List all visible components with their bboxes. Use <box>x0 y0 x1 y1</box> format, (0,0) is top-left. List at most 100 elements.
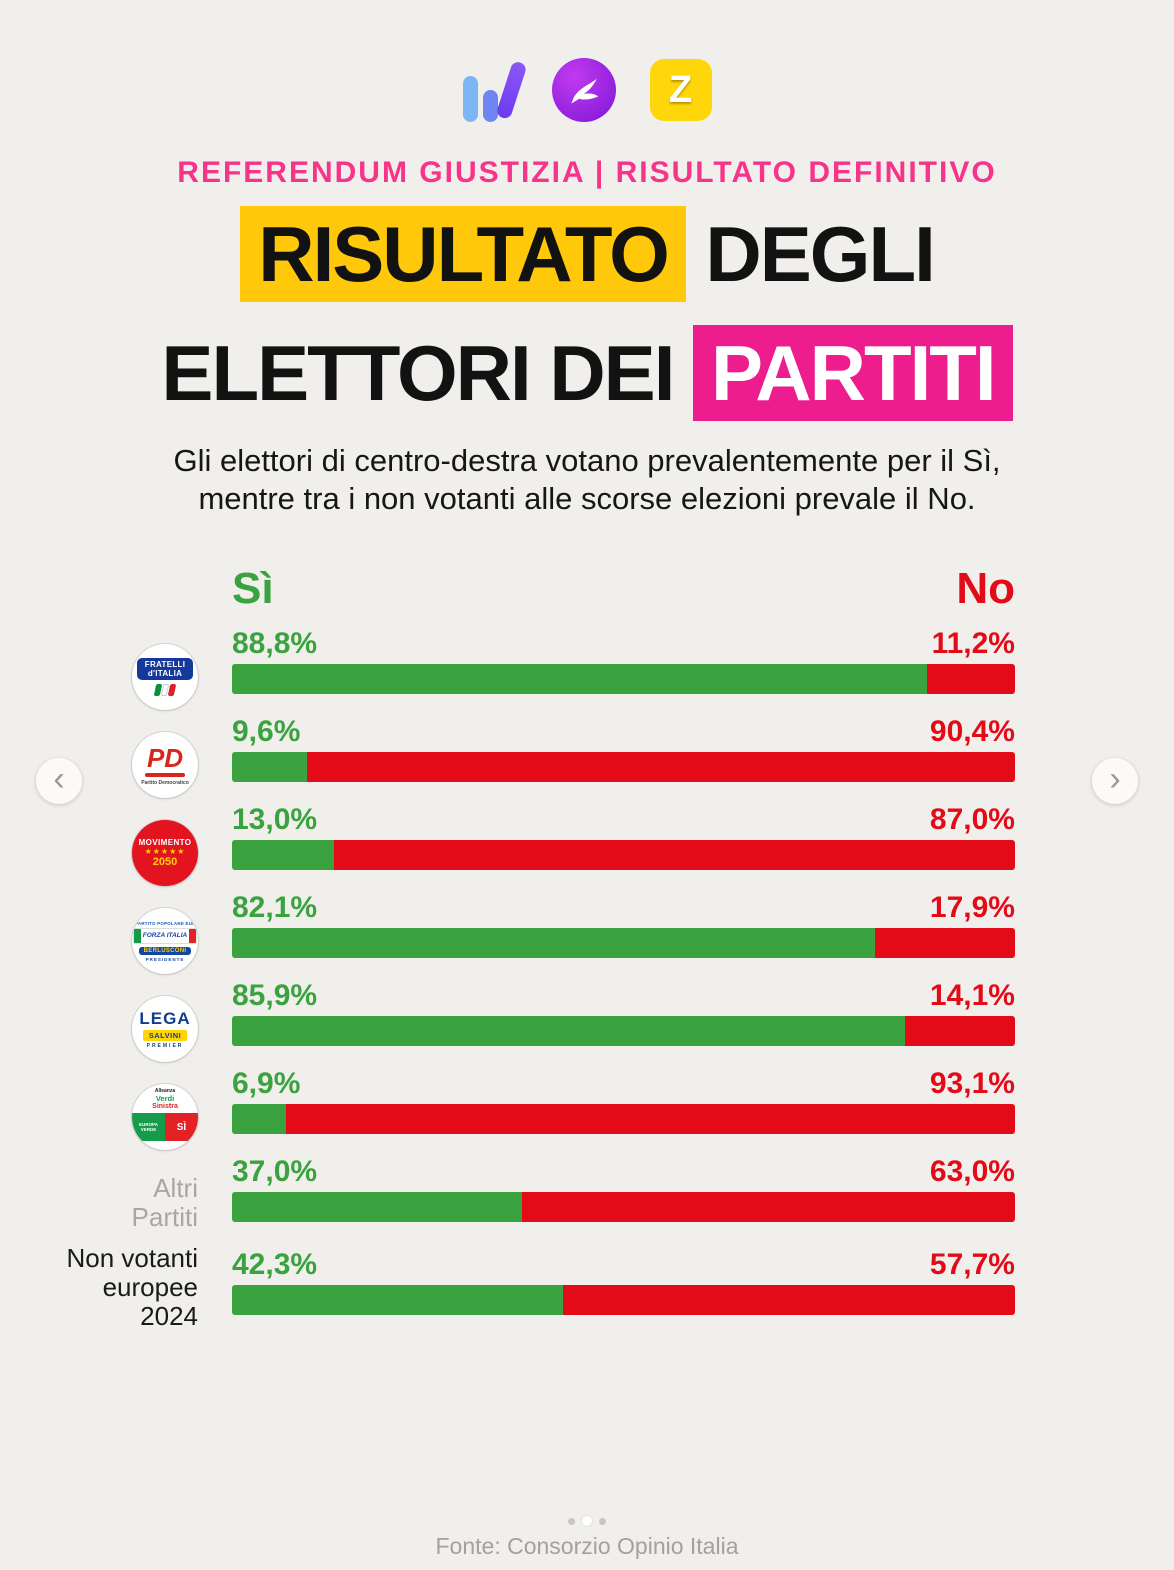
si-percent-label: 85,9% <box>232 979 318 1012</box>
bar-no-segment <box>307 752 1015 782</box>
no-percent-label: 57,7% <box>929 1248 1015 1282</box>
tricolor-flame-icon <box>153 684 177 696</box>
bar-si-segment <box>232 928 875 958</box>
fdi-logo-text1: FRATELLI <box>144 660 186 669</box>
subtitle: Gli elettori di centro-destra votano pre… <box>0 442 1174 518</box>
chevron-left-icon: ‹ <box>53 759 65 798</box>
no-percent-label: 90,4% <box>929 715 1015 748</box>
headline-highlight-yellow: RISULTATO <box>240 206 686 302</box>
bar-no-segment <box>286 1104 1015 1134</box>
fdi-logo-text2: d'ITALIA <box>147 669 183 678</box>
stacked-bar <box>232 840 1015 870</box>
chart-row-forza-italia: PARTITO POPOLARE EUROPEO FORZA ITALIA BE… <box>62 892 1015 980</box>
party-logo-forza-italia: PARTITO POPOLARE EUROPEO FORZA ITALIA BE… <box>132 908 198 974</box>
chart-row-m5s: MOVIMENTO ★★★★★ 2050 13,0% 87,0% <box>62 804 1015 892</box>
avs-logo-bottom: EUROPA VERDE SÌ <box>132 1113 198 1142</box>
pd-underline <box>145 772 185 777</box>
lega-logo-text: LEGA <box>139 1008 191 1028</box>
bar-si-segment <box>232 1192 522 1222</box>
stacked-bar <box>232 1192 1015 1222</box>
carousel-dots <box>0 1516 1174 1526</box>
bar-no-segment <box>904 1016 1015 1046</box>
chevron-right-icon: › <box>1109 759 1121 798</box>
prev-slide-button[interactable]: ‹ <box>36 758 82 804</box>
z-logo-letter: Z <box>668 68 693 111</box>
no-percent-label: 63,0% <box>929 1155 1015 1188</box>
bar-no-segment <box>333 840 1015 870</box>
subtitle-line1: Gli elettori di centro-destra votano pre… <box>173 443 1001 479</box>
no-percent-label: 11,2% <box>931 627 1015 660</box>
si-percent-label: 37,0% <box>232 1155 318 1188</box>
will-media-logo-icon <box>462 58 528 122</box>
si-percent-label: 88,8% <box>232 627 318 660</box>
z-logo-icon: Z <box>649 59 712 121</box>
chart-row-fratelli-ditalia: FRATELLI d'ITALIA 88,8% 11,2% <box>62 628 1015 716</box>
eyebrow-kicker: REFERENDUM GIUSTIZIA | RISULTATO DEFINIT… <box>177 156 997 189</box>
bar-no-segment <box>563 1285 1015 1316</box>
row-label-altri-partiti: Altri Partiti <box>131 1172 198 1238</box>
chart-row-avs: Alleanza Verdi Sinistra EUROPA VERDE SÌ … <box>62 1068 1015 1156</box>
party-logo-m5s: MOVIMENTO ★★★★★ 2050 <box>132 820 198 886</box>
carousel-dot[interactable] <box>599 1517 606 1525</box>
stacked-bar <box>232 1104 1015 1134</box>
bar-si-segment <box>232 664 928 694</box>
m5s-logo-text: MOVIMENTO <box>138 837 192 847</box>
avs-si-sinistra: SÌ <box>165 1113 198 1142</box>
five-stars-icon: ★★★★★ <box>144 846 186 856</box>
bar-si-segment <box>232 1104 287 1134</box>
headline-line1: RISULTATO DEGLI <box>0 200 1174 309</box>
nonvotanti-line1: Non votanti <box>66 1243 198 1273</box>
avs-europa-verde: EUROPA VERDE <box>132 1113 165 1142</box>
bar-si-segment <box>232 840 334 870</box>
carousel-dot[interactable] <box>568 1517 575 1525</box>
altri-line2: Partiti <box>131 1201 198 1232</box>
no-percent-label: 87,0% <box>929 803 1015 836</box>
row-label-non-votanti: Non votanti europee 2024 <box>66 1243 198 1332</box>
next-slide-button[interactable]: › <box>1092 758 1138 804</box>
pd-logo-subtext: Partito Democratico <box>141 779 189 786</box>
lega-logo-band: SALVINI <box>142 1029 188 1041</box>
chart-row-lega: LEGA SALVINI PREMIER 85,9% 14,1% <box>62 980 1015 1068</box>
m5s-logo-year: 2050 <box>152 856 178 869</box>
headline-highlight-magenta: PARTITI <box>693 325 1013 422</box>
chart-column-headers: Sì No <box>232 564 1015 614</box>
stacked-bar <box>232 1285 1015 1316</box>
column-header-no: No <box>956 564 1015 613</box>
subtitle-line2: mentre tra i non votanti alle scorse ele… <box>198 481 976 517</box>
headline-rest1: DEGLI <box>685 210 935 298</box>
no-percent-label: 93,1% <box>929 1067 1015 1100</box>
bar-no-segment <box>927 664 1015 694</box>
party-logo-fratelli-ditalia: FRATELLI d'ITALIA <box>132 644 198 710</box>
avs-logo-text1: Alleanza <box>154 1088 176 1094</box>
party-logo-lega: LEGA SALVINI PREMIER <box>132 996 198 1062</box>
si-percent-label: 42,3% <box>232 1248 318 1282</box>
carousel-dot-active[interactable] <box>582 1516 592 1526</box>
no-percent-label: 14,1% <box>929 979 1015 1012</box>
headline-rest2: ELETTORI DEI <box>161 329 694 418</box>
fi-logo-band: BERLUSCONI <box>138 946 192 955</box>
bar-no-segment <box>874 928 1015 958</box>
avs-logo-text2: Verdi <box>155 1093 175 1103</box>
chart-row-non-votanti: Non votanti europee 2024 42,3% 57,7% <box>62 1243 1015 1332</box>
no-percent-label: 17,9% <box>929 891 1015 924</box>
nonvotanti-line3: 2024 <box>140 1301 198 1332</box>
chart-row-altri-partiti: Altri Partiti 37,0% 63,0% <box>62 1156 1015 1244</box>
bar-si-segment <box>232 1016 905 1046</box>
stacked-bar-chart: Sì No FRATELLI d'ITALIA 88,8% 11,2% <box>62 564 1015 1332</box>
fi-flag-box: FORZA ITALIA <box>132 927 198 944</box>
stacked-bar <box>232 752 1015 782</box>
lega-logo-subtext: PREMIER <box>146 1042 184 1049</box>
brand-logo-row: Z <box>0 0 1174 128</box>
party-logo-avs: Alleanza Verdi Sinistra EUROPA VERDE SÌ <box>132 1084 198 1150</box>
nonvotanti-line2: europee <box>102 1272 198 1303</box>
altri-line1: Altri <box>153 1172 198 1203</box>
bar-no-segment <box>521 1192 1015 1222</box>
si-percent-label: 6,9% <box>232 1067 301 1100</box>
si-percent-label: 13,0% <box>232 803 318 836</box>
bar-si-segment <box>232 1285 564 1316</box>
fi-logo-toptext: PARTITO POPOLARE EUROPEO <box>135 920 195 926</box>
column-header-si: Sì <box>232 564 274 613</box>
party-logo-pd: PD Partito Democratico <box>132 732 198 798</box>
pd-logo-text: PD <box>146 742 184 773</box>
